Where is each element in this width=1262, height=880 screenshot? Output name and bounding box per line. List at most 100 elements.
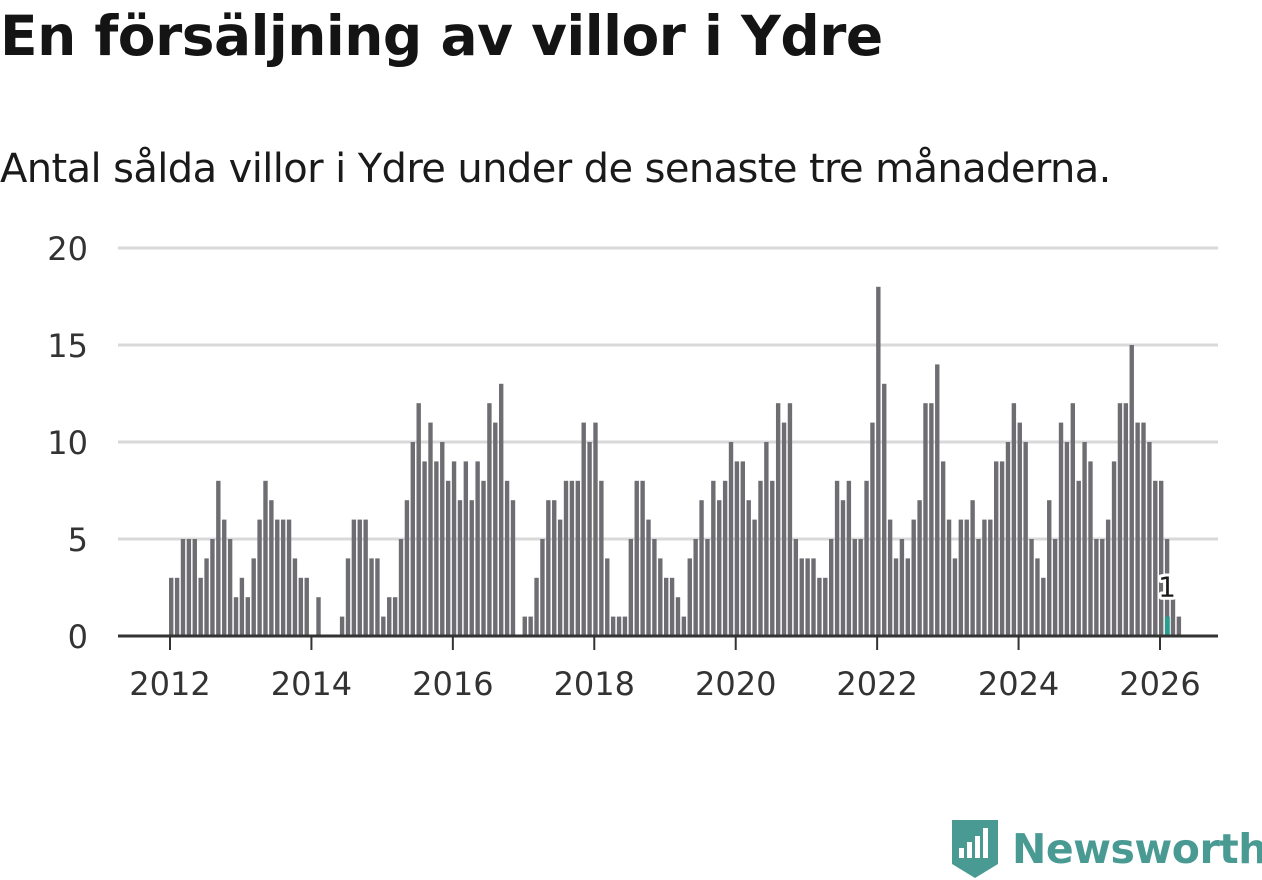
bar <box>711 480 716 636</box>
y-tick-label: 15 <box>47 327 88 365</box>
bar <box>823 577 828 636</box>
bar <box>1094 539 1099 636</box>
bar <box>263 480 268 636</box>
bar <box>180 539 186 636</box>
bar <box>499 383 504 636</box>
bar <box>392 597 398 636</box>
brand-logo: Newsworthy <box>950 818 1262 880</box>
bar <box>1117 403 1123 636</box>
bar <box>1153 480 1158 636</box>
bar <box>781 422 787 636</box>
bar <box>445 480 451 636</box>
bar <box>852 539 857 636</box>
bar <box>210 539 215 636</box>
bar <box>457 500 463 636</box>
bar <box>487 403 492 636</box>
bar <box>280 519 286 636</box>
bar <box>793 539 799 636</box>
bar <box>557 519 563 636</box>
bar <box>216 480 221 636</box>
bar <box>416 403 421 636</box>
bar <box>652 539 657 636</box>
x-tick-label: 2022 <box>836 665 917 703</box>
bar <box>864 480 869 636</box>
y-tick-label: 5 <box>68 521 88 559</box>
bar <box>552 500 557 636</box>
bar <box>628 539 634 636</box>
bar <box>1035 558 1040 636</box>
bar <box>245 597 250 636</box>
bar <box>304 577 309 636</box>
bar <box>982 519 987 636</box>
axes <box>118 634 1218 650</box>
bar <box>316 597 321 636</box>
bar <box>752 519 757 636</box>
bar <box>1058 422 1064 636</box>
bar <box>522 616 527 636</box>
bar <box>834 480 840 636</box>
bar <box>345 558 351 636</box>
chart-subtitle: Antal sålda villor i Ydre under de senas… <box>0 146 1111 192</box>
bar <box>275 519 280 636</box>
bar <box>1023 442 1028 636</box>
bar <box>434 461 439 636</box>
bar <box>204 558 209 636</box>
bar <box>1088 461 1093 636</box>
bar <box>1147 442 1152 636</box>
bar <box>1052 539 1058 636</box>
bar <box>198 577 203 636</box>
newsworthy-logo-icon <box>952 820 998 878</box>
bar <box>964 519 969 636</box>
bar <box>169 577 174 636</box>
bar <box>222 519 227 636</box>
highlight-value-label: 1 <box>1158 571 1176 604</box>
bar <box>1164 539 1170 636</box>
bar <box>740 461 745 636</box>
bar <box>1141 422 1146 636</box>
bar <box>705 539 710 636</box>
bar <box>775 403 781 636</box>
bar <box>357 519 362 636</box>
bar <box>858 539 863 636</box>
bar <box>298 577 304 636</box>
bar <box>381 616 386 636</box>
bar <box>351 519 357 636</box>
x-tick-label: 2012 <box>129 665 210 703</box>
bar <box>870 422 875 636</box>
bar <box>593 422 598 636</box>
bar <box>616 616 622 636</box>
bar <box>1041 577 1046 636</box>
bar <box>640 480 645 636</box>
bar <box>410 442 415 636</box>
bar <box>192 539 197 636</box>
bar <box>799 558 804 636</box>
x-tick-label: 2016 <box>412 665 493 703</box>
bar <box>840 500 846 636</box>
bar <box>687 558 692 636</box>
bar <box>493 422 498 636</box>
bar <box>699 500 704 636</box>
bar <box>970 500 975 636</box>
bar <box>581 422 586 636</box>
bar <box>917 500 922 636</box>
bar <box>451 461 457 636</box>
bar <box>174 577 180 636</box>
bar <box>546 500 551 636</box>
bar <box>976 539 981 636</box>
bar <box>1135 422 1140 636</box>
bar <box>758 480 763 636</box>
bar <box>999 461 1005 636</box>
bar <box>1111 461 1117 636</box>
bar <box>811 558 816 636</box>
bar <box>722 480 728 636</box>
bar <box>563 480 569 636</box>
bar <box>540 539 545 636</box>
bar <box>1176 616 1182 636</box>
bar <box>475 461 480 636</box>
bar <box>286 519 292 636</box>
bar <box>440 442 445 636</box>
bar <box>893 558 899 636</box>
bar <box>764 442 769 636</box>
bar <box>1029 539 1034 636</box>
bar <box>658 558 663 636</box>
